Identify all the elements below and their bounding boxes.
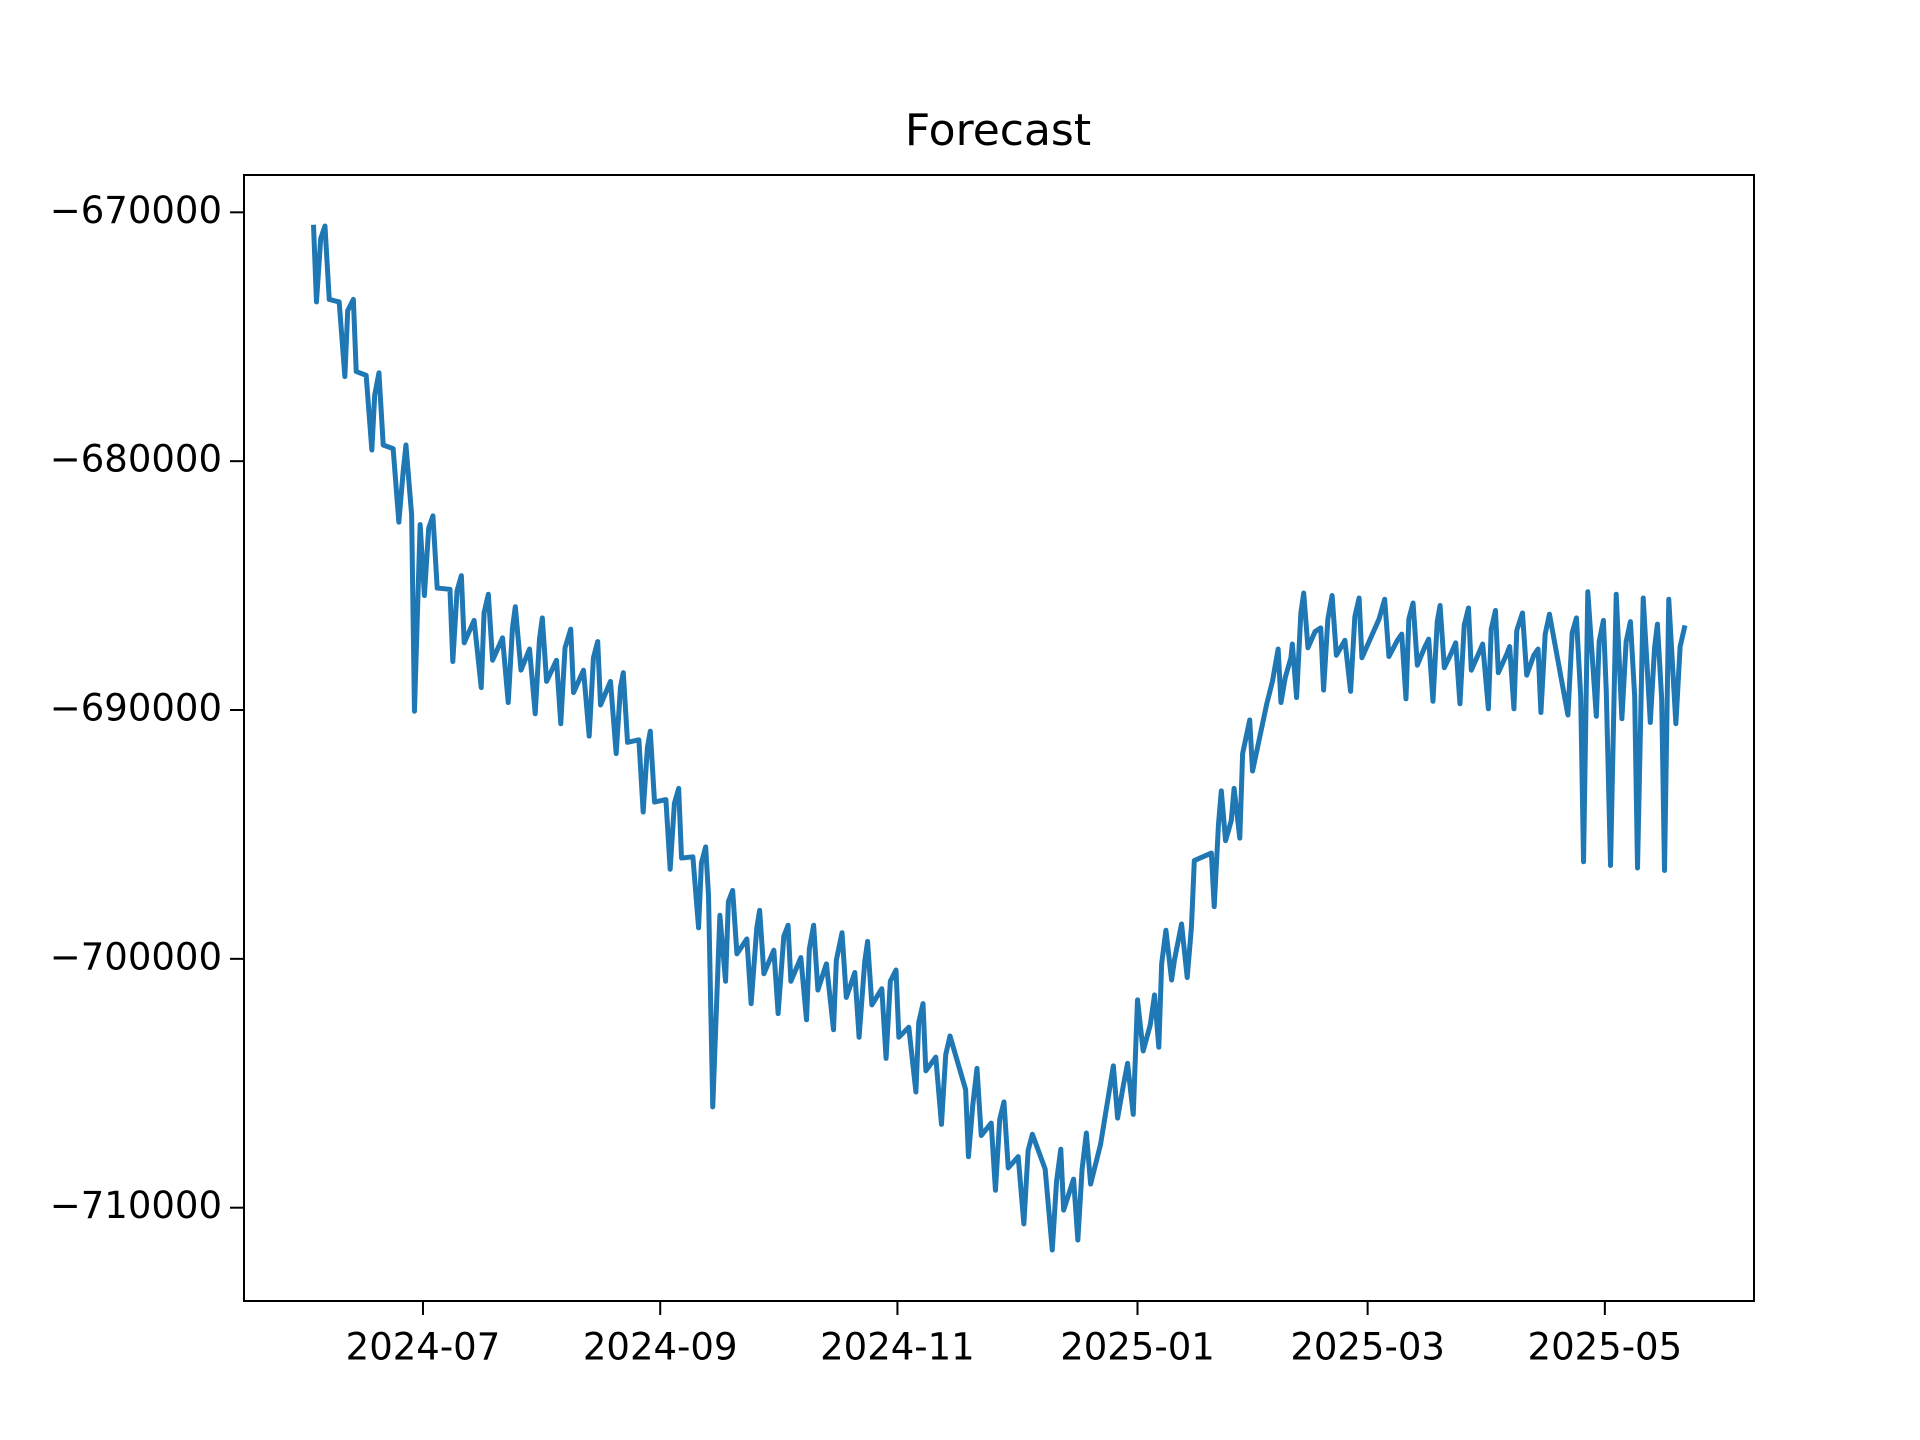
y-tick-label: −690000	[50, 687, 222, 730]
y-tick-label: −710000	[50, 1184, 222, 1227]
chart-title: Forecast	[905, 105, 1091, 156]
plot-area	[311, 223, 1688, 1253]
x-tick-label: 2024-11	[820, 1326, 975, 1369]
y-tick-label: −700000	[50, 935, 222, 978]
y-tick-label: −680000	[50, 438, 222, 481]
x-tick-label: 2025-01	[1060, 1326, 1215, 1369]
x-tick-label: 2025-03	[1290, 1326, 1445, 1369]
x-tick-label: 2025-05	[1528, 1326, 1683, 1369]
axes-frame	[243, 174, 1755, 1302]
forecast-line	[311, 223, 1688, 1253]
x-tick-label: 2024-07	[346, 1326, 501, 1369]
y-tick-label: −670000	[50, 189, 222, 232]
x-tick-label: 2024-09	[583, 1326, 738, 1369]
